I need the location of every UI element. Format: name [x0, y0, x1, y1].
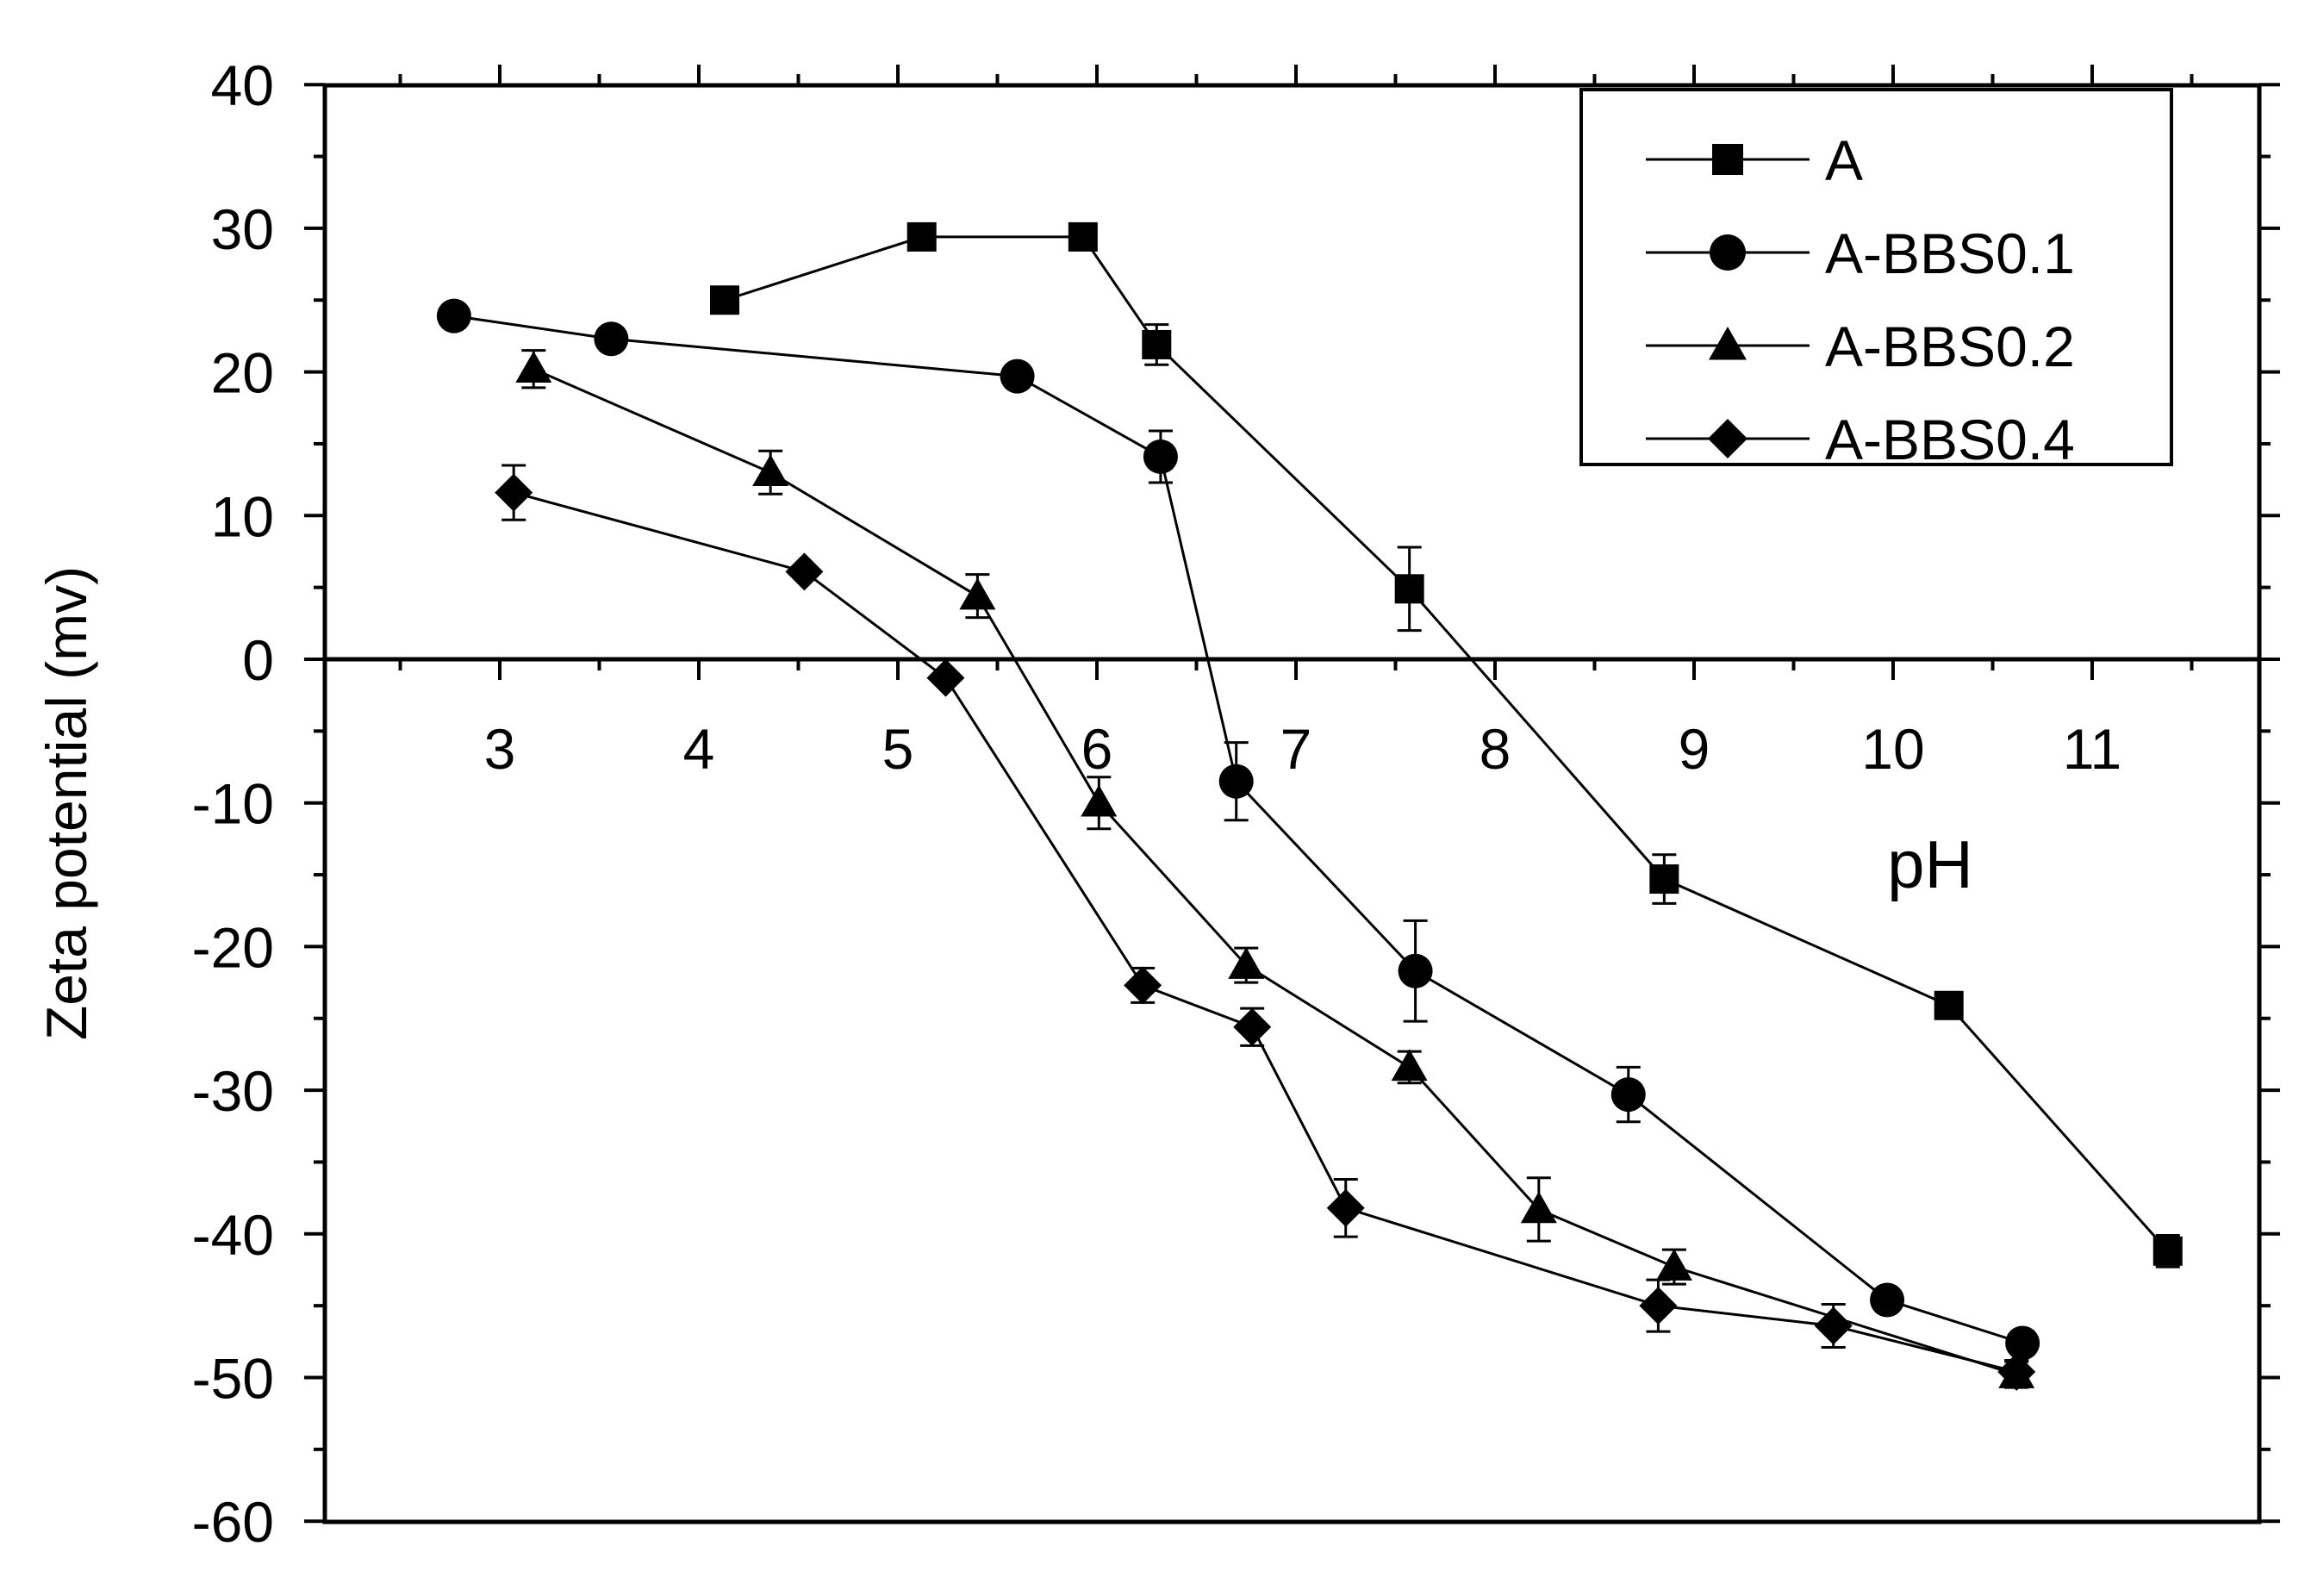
y-tick-label: 0	[242, 628, 274, 692]
legend-item: A-BBS0.4	[1646, 408, 2075, 471]
square-marker	[1068, 221, 1098, 252]
series-A-BBS0.4	[495, 464, 2036, 1391]
series-line	[513, 491, 2017, 1374]
y-tick-label: -60	[192, 1490, 274, 1554]
triangle-marker	[959, 577, 996, 610]
y-tick-label: 40	[211, 53, 274, 117]
diamond-marker	[1639, 1287, 1678, 1325]
diamond-marker	[1997, 1352, 2036, 1391]
x-tick-label: 6	[1081, 717, 1113, 781]
legend-item: A	[1646, 128, 1863, 192]
diamond-marker	[1326, 1188, 1365, 1227]
x-tick-label: 3	[484, 717, 516, 781]
square-marker	[710, 285, 740, 315]
data-series	[436, 221, 2183, 1391]
legend-label: A-BBS0.2	[1825, 315, 2075, 378]
circle-marker	[1143, 439, 1178, 474]
circle-marker	[1870, 1282, 1905, 1318]
circle-marker	[594, 321, 629, 357]
triangle-marker	[515, 351, 552, 383]
y-tick-label: 10	[211, 484, 274, 548]
circle-marker	[436, 298, 471, 334]
series-A-BBS0.2	[515, 349, 2035, 1389]
square-marker	[1394, 574, 1424, 604]
circle-marker	[2005, 1325, 2040, 1361]
series-line	[453, 315, 2023, 1344]
x-axis-label: pH	[1887, 826, 1973, 902]
series-line	[533, 367, 2017, 1376]
triangle-marker	[1709, 327, 1747, 360]
y-tick-label: -20	[192, 915, 274, 979]
square-marker	[1142, 329, 1172, 359]
legend-label: A	[1825, 128, 1863, 192]
triangle-marker	[1228, 947, 1265, 979]
legend-label: A-BBS0.4	[1825, 408, 2075, 471]
y-tick-label: -10	[192, 772, 274, 836]
square-marker	[1712, 144, 1743, 175]
circle-marker	[1000, 358, 1035, 394]
legend: A A-BBS0.1 A-BBS0.2 A-BBS0.4	[1579, 88, 2173, 471]
diamond-marker	[926, 658, 965, 697]
axis-ticks: 40 30 20 10 0 -10 -20 -30 -40 -50 -60 3 4 5 6 7 8 9 10 11	[192, 53, 2280, 1554]
diamond-marker	[1124, 966, 1162, 1005]
triangle-marker	[752, 454, 789, 487]
x-tick-label: 10	[1861, 717, 1924, 781]
circle-marker	[1610, 1077, 1646, 1113]
x-tick-label: 9	[1679, 717, 1710, 781]
x-tick-label: 4	[683, 717, 715, 781]
x-tick-label: 5	[882, 717, 914, 781]
series-A-BBS0.1	[436, 298, 2040, 1361]
triangle-marker	[1655, 1249, 1692, 1281]
y-axis-label: Zeta potential (mv)	[34, 566, 98, 1040]
diamond-marker	[1814, 1306, 1853, 1345]
x-tick-label: 8	[1480, 717, 1511, 781]
circle-marker	[1218, 764, 1254, 799]
square-marker	[2152, 1236, 2183, 1266]
circle-marker	[1398, 953, 1433, 988]
square-marker	[1934, 990, 1964, 1020]
series-line	[724, 235, 2169, 1252]
diamond-marker	[495, 473, 533, 512]
legend-box	[1579, 88, 2173, 466]
y-tick-label: 30	[211, 197, 274, 261]
y-tick-label: -50	[192, 1347, 274, 1411]
diamond-marker	[1708, 419, 1747, 458]
triangle-marker	[1081, 784, 1118, 817]
square-marker	[1649, 864, 1679, 895]
triangle-marker	[1520, 1191, 1557, 1224]
triangle-marker	[1391, 1049, 1428, 1082]
y-tick-label: 20	[211, 341, 274, 405]
series-A	[710, 221, 2183, 1269]
diamond-marker	[785, 552, 824, 591]
legend-item: A-BBS0.1	[1646, 221, 2075, 285]
x-tick-label: 7	[1280, 717, 1312, 781]
x-tick-label: 11	[2063, 717, 2122, 781]
y-tick-label: -30	[192, 1059, 274, 1123]
circle-marker	[1710, 234, 1746, 271]
diamond-marker	[1233, 1007, 1272, 1046]
y-tick-label: -40	[192, 1203, 274, 1267]
legend-label: A-BBS0.1	[1825, 221, 2075, 285]
square-marker	[906, 221, 937, 252]
legend-item: A-BBS0.2	[1646, 315, 2075, 378]
